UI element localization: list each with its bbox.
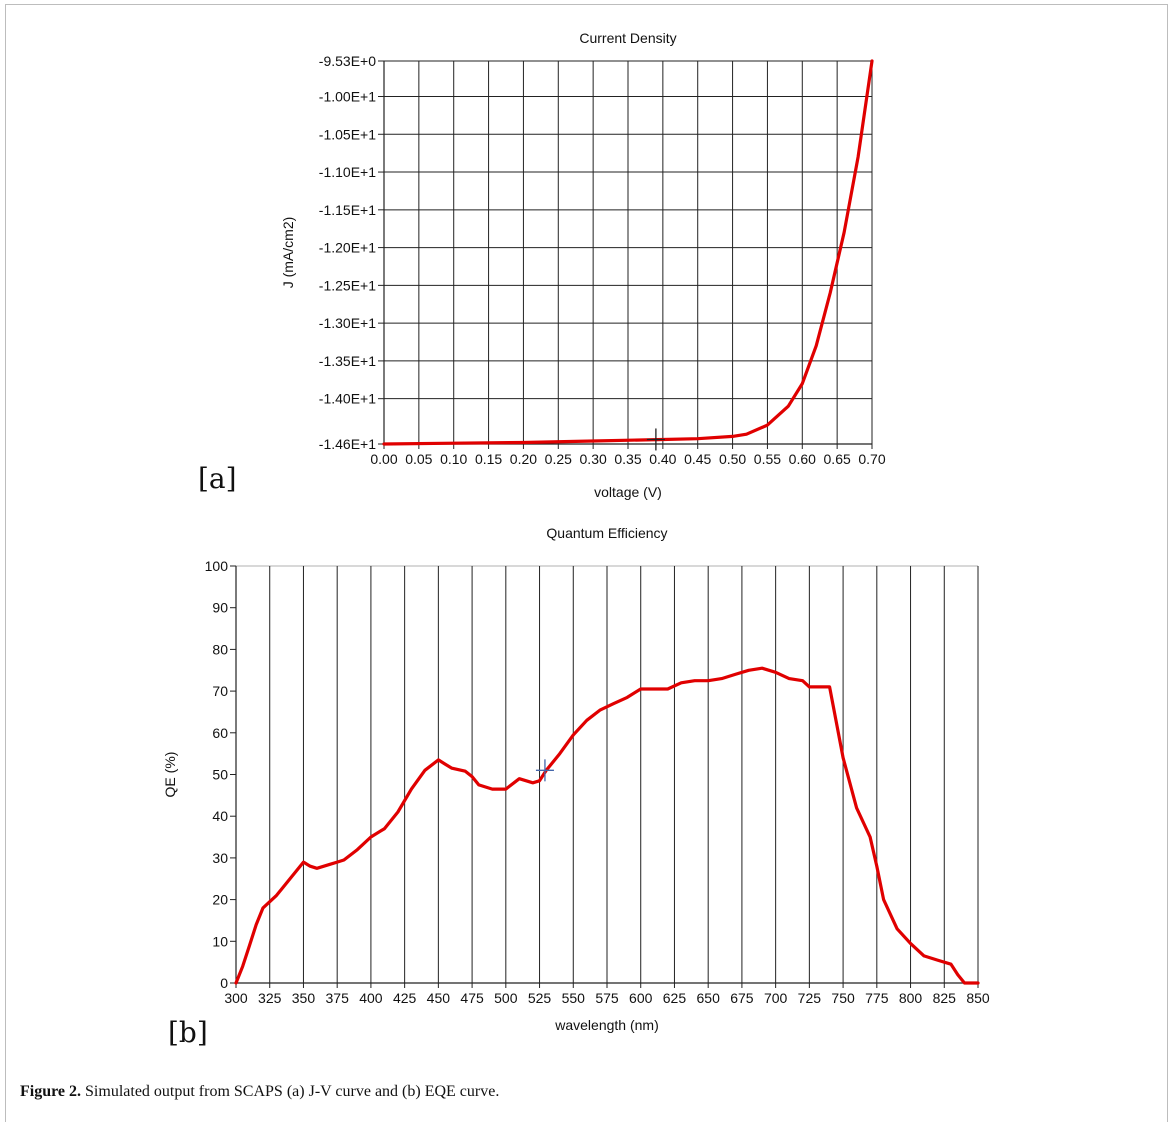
chart-quantum-efficiency: 300 325 350 375 400 425 450 475 500 525 550 575 600 6… (162, 525, 990, 1049)
y-tick-label: -1.20E+1 (319, 240, 376, 256)
x-tick-label: 525 (528, 990, 552, 1006)
x-tick-label: 550 (562, 990, 586, 1006)
x-tick-label: 0.45 (684, 451, 711, 467)
x-tick-label: 475 (460, 990, 484, 1006)
x-tick-label: 0.25 (545, 451, 572, 467)
x-tick-label: 750 (831, 990, 855, 1006)
x-tick-label: 400 (359, 990, 383, 1006)
x-tick-label: 800 (899, 990, 923, 1006)
caption-text: Simulated output from SCAPS (a) J-V curv… (81, 1083, 500, 1100)
panel-label: [a] (198, 462, 237, 495)
y-tick-label: 20 (212, 892, 228, 908)
y-tick-label: -1.00E+1 (319, 89, 376, 105)
y-axis-label: QE (%) (162, 752, 178, 798)
y-tick-label: 30 (212, 850, 228, 866)
y-tick-label: -1.05E+1 (319, 126, 376, 142)
y-tick-label: 0 (220, 975, 228, 991)
chart-title: Current Density (579, 30, 676, 46)
y-tick-label: 60 (212, 725, 228, 741)
x-tick-label: 725 (798, 990, 822, 1006)
x-tick-label: 325 (258, 990, 282, 1006)
x-tick-label: 350 (292, 990, 316, 1006)
x-tick-label: 0.05 (405, 451, 432, 467)
chart-current-density: 0.00 0.05 0.10 0.15 0.20 0.25 0.30 0.35 0.40 0.45… (198, 30, 886, 500)
x-tick-label: 0.60 (789, 451, 816, 467)
series-line (382, 59, 874, 446)
y-tick-label: 80 (212, 641, 228, 657)
x-axis-label: wavelength (nm) (554, 1017, 659, 1033)
y-tick-label: 50 (212, 767, 228, 783)
x-tick-label: 300 (224, 990, 248, 1006)
x-tick-label: 775 (865, 990, 889, 1006)
y-tick-label: -1.10E+1 (319, 164, 376, 180)
x-tick-label: 375 (326, 990, 350, 1006)
x-tick-label: 450 (427, 990, 451, 1006)
figure-frame (5, 4, 1168, 1122)
y-tick-label: -1.40E+1 (319, 391, 376, 407)
y-tick-label: -1.30E+1 (319, 315, 376, 331)
y-tick-label: 70 (212, 683, 228, 699)
y-tick-label: 100 (205, 558, 229, 574)
x-tick-label: 0.00 (370, 451, 397, 467)
x-axis-label: voltage (V) (594, 484, 662, 500)
y-tick-label: -1.15E+1 (319, 202, 376, 218)
y-tick-label: 90 (212, 600, 228, 616)
y-axis-label: J (mA/cm2) (280, 217, 296, 289)
y-tick-label: 40 (212, 808, 228, 824)
series-line (234, 666, 980, 985)
chart-title: Quantum Efficiency (546, 525, 667, 541)
x-tick-label: 0.65 (824, 451, 851, 467)
x-tick-label: 425 (393, 990, 417, 1006)
x-tick-label: 850 (966, 990, 990, 1006)
panel-label: [b] (168, 1016, 208, 1049)
x-tick-label: 0.70 (858, 451, 885, 467)
y-tick-label: -1.46E+1 (319, 436, 376, 452)
x-tick-label: 0.20 (510, 451, 537, 467)
x-tick-label: 575 (595, 990, 619, 1006)
x-tick-label: 0.30 (580, 451, 607, 467)
x-tick-label: 600 (629, 990, 653, 1006)
figure-svg: 0.00 0.05 0.10 0.15 0.20 0.25 0.30 0.35 0.40 0.45… (162, 30, 990, 1049)
x-tick-label: 625 (663, 990, 687, 1006)
y-tick-label: -1.35E+1 (319, 353, 376, 369)
x-tick-label: 825 (933, 990, 957, 1006)
x-tick-label: 500 (494, 990, 518, 1006)
x-tick-label: 0.55 (754, 451, 781, 467)
figure-caption: Figure 2. Simulated output from SCAPS (a… (20, 1083, 499, 1101)
y-tick-label: -9.53E+0 (319, 53, 376, 69)
y-tick-label: -1.25E+1 (319, 277, 376, 293)
x-tick-label: 700 (764, 990, 788, 1006)
x-tick-label: 675 (730, 990, 754, 1006)
x-tick-label: 0.15 (475, 451, 502, 467)
x-tick-label: 0.35 (614, 451, 641, 467)
x-tick-label: 0.10 (440, 451, 467, 467)
x-tick-label: 0.40 (649, 451, 676, 467)
y-tick-label: 10 (212, 933, 228, 949)
caption-label: Figure 2. (20, 1083, 82, 1100)
x-tick-label: 0.50 (719, 451, 746, 467)
x-tick-label: 650 (697, 990, 721, 1006)
